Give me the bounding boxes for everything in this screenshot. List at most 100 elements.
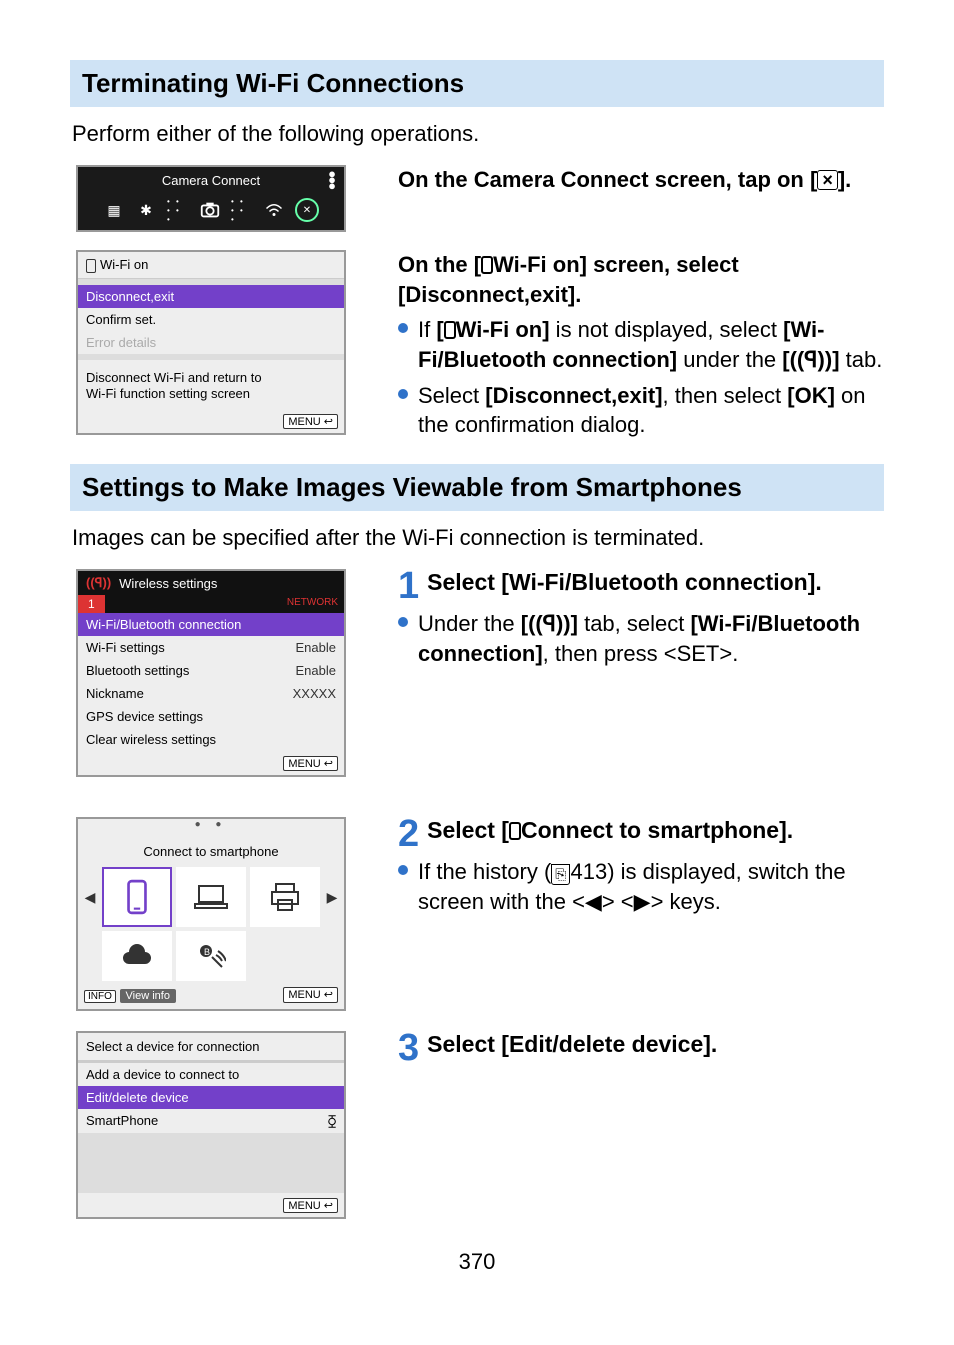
s1-mid: tab, select (578, 611, 691, 636)
step2-text: 2 Select [Connect to smartphone]. If the… (398, 817, 884, 1011)
wireless-tab-label: Wireless settings (119, 572, 217, 595)
camconnect-title: Camera Connect (162, 173, 260, 188)
intro-text-1: Perform either of the following operatio… (72, 121, 884, 147)
s1-b1: [ (521, 611, 528, 636)
instr-camconnect: On the Camera Connect screen, tap on [×]… (398, 165, 884, 232)
images-icon[interactable]: ▦ (103, 200, 125, 220)
bullet-b1: If [ Wi-Fi on] is not displayed, select [… (398, 315, 884, 374)
page: Terminating Wi-Fi Connections Perform ei… (0, 0, 954, 1315)
step2-number: 2 (398, 817, 419, 851)
view-info-button[interactable]: View info (120, 989, 176, 1003)
info-button[interactable]: INFO (84, 990, 116, 1003)
antenna2-icon: ((ꟼ)) (528, 611, 571, 636)
tab-1[interactable]: 1 (78, 595, 105, 613)
bullet3-icon (398, 617, 408, 627)
step1-bullet: Under the [((ꟼ))] tab, select [Wi-Fi/Blu… (398, 609, 884, 668)
phone-glyph2-icon (444, 321, 456, 339)
phone-icon (86, 259, 96, 273)
camera-svg-icon (199, 194, 221, 226)
heading-terminating: Terminating Wi-Fi Connections (70, 60, 884, 107)
menu-button-4[interactable]: MENU (283, 1198, 338, 1213)
seldev-add[interactable]: Add a device to connect to (78, 1063, 344, 1086)
instr-a-end: ]. (838, 167, 851, 192)
wl-nickname[interactable]: NicknameXXXXX (78, 682, 344, 705)
page-dots-icon: ● ● (78, 819, 344, 830)
step3-title: Select [Edit/delete device]. (427, 1031, 717, 1057)
bluetooth-icon[interactable]: ✱ (135, 200, 157, 220)
bullet4-icon (398, 865, 408, 875)
opt-printer[interactable] (250, 867, 320, 927)
wl-wifi-bt-conn[interactable]: Wi-Fi/Bluetooth connection (78, 613, 344, 636)
bluetooth-badge-icon: ⧲ (328, 1113, 336, 1129)
opt-remote[interactable]: B (176, 931, 246, 981)
screenshot-wifi-on: Wi-Fi on Disconnect,exit Confirm set. Er… (70, 250, 370, 446)
connect-title: Connect to smartphone (78, 832, 344, 867)
s1-b2: ] (571, 611, 578, 636)
step3-text: 3 Select [Edit/delete device]. (398, 1031, 884, 1219)
b2-b2: [OK] (787, 383, 835, 408)
opt-cloud[interactable] (102, 931, 172, 981)
bullet2-icon (398, 389, 408, 399)
menu-button[interactable]: MENU (283, 414, 338, 429)
bullet-b2: Select [Disconnect,exit], then select [O… (398, 381, 884, 440)
wifi-icon (263, 200, 285, 220)
s2-title-pre: Select [ (427, 817, 509, 843)
b2-b1: [Disconnect,exit] (485, 383, 662, 408)
antenna-icon: ((ꟼ)) (790, 347, 833, 372)
seldev-smartphone[interactable]: SmartPhone⧲ (78, 1109, 344, 1133)
step1-text: 1 Select [Wi-Fi/Bluetooth connection]. U… (398, 569, 884, 777)
wifion-disconnect[interactable]: Disconnect,exit (78, 285, 344, 308)
right-arrow[interactable]: ▶ (324, 867, 340, 927)
row-step2: ● ● Connect to smartphone ◀ ▶ B INFO Vie… (70, 817, 884, 1011)
wifion-title: Wi-Fi on (78, 252, 344, 279)
menu-dots-icon[interactable]: ●●● (328, 171, 336, 189)
intro-text-2: Images can be specified after the Wi-Fi … (72, 525, 884, 551)
b1-b4: [ (782, 347, 789, 372)
book-icon: ⎘ (551, 864, 570, 885)
screenshot-seldev: Select a device for connection Add a dev… (70, 1031, 370, 1219)
dots-icon: • • • • • (167, 200, 189, 220)
screenshot-connect: ● ● Connect to smartphone ◀ ▶ B INFO Vie… (70, 817, 370, 1011)
seldev-head: Select a device for connection (78, 1033, 344, 1060)
opt-smartphone[interactable] (102, 867, 172, 927)
x-box-icon: × (817, 170, 838, 190)
instr-a-text: On the Camera Connect screen, tap on [ (398, 167, 817, 192)
menu-button-2[interactable]: MENU (283, 756, 338, 771)
wifion-message: Disconnect Wi-Fi and return to Wi-Fi fun… (78, 360, 344, 410)
s2-page: 413 (570, 859, 607, 884)
b1-b2: Wi-Fi on] (456, 317, 550, 342)
opt-computer[interactable] (176, 867, 246, 927)
left-arrow[interactable]: ◀ (82, 867, 98, 927)
b1-mid: is not displayed, select (550, 317, 784, 342)
camconnect-titlebar: Camera Connect ●●● (78, 167, 344, 192)
b1-b1: [ (436, 317, 443, 342)
screenshot-camera-connect: Camera Connect ●●● ▦ ✱ • • • • • • • • •… (70, 165, 370, 232)
antenna-tab-icon[interactable]: ((ꟼ)) (78, 571, 119, 595)
s1-mid2: , then press <SET>. (543, 641, 739, 666)
phone-glyph-icon (481, 256, 493, 274)
dots2-icon: • • • • • (231, 200, 253, 220)
s2-pre: If the history ( (418, 859, 551, 884)
svg-text:B: B (204, 947, 210, 957)
row-wifi-on: Wi-Fi on Disconnect,exit Confirm set. Er… (70, 250, 884, 446)
s1-pre: Under the (418, 611, 521, 636)
b1-pre: If (418, 317, 436, 342)
b2-mid: , then select (663, 383, 788, 408)
b1-b5: ] (832, 347, 839, 372)
wl-bt-settings[interactable]: Bluetooth settingsEnable (78, 659, 344, 682)
wifion-confirm[interactable]: Confirm set. (78, 308, 344, 331)
step2-bullet: If the history (⎘413) is displayed, swit… (398, 857, 884, 916)
row-step1: ((ꟼ))Wireless settings 1NETWORK Wi-Fi/Bl… (70, 569, 884, 777)
menu-button-3[interactable]: MENU (283, 987, 338, 1003)
network-label: NETWORK (281, 595, 344, 613)
instr-wifion: On the [Wi-Fi on] screen, select [Discon… (398, 250, 884, 446)
wl-wifi-settings[interactable]: Wi-Fi settingsEnable (78, 636, 344, 659)
wl-clear[interactable]: Clear wireless settings (78, 728, 344, 751)
screenshot-wireless: ((ꟼ))Wireless settings 1 NETWORK Wi-Fi/Bl… (70, 569, 370, 777)
bullet-icon (398, 323, 408, 333)
seldev-edit[interactable]: Edit/delete device (78, 1086, 344, 1109)
wl-gps[interactable]: GPS device settings (78, 705, 344, 728)
wifi-close-button[interactable]: ✕ (295, 198, 319, 222)
b1-mid2: under the (677, 347, 782, 372)
camera-icon[interactable] (199, 200, 221, 220)
